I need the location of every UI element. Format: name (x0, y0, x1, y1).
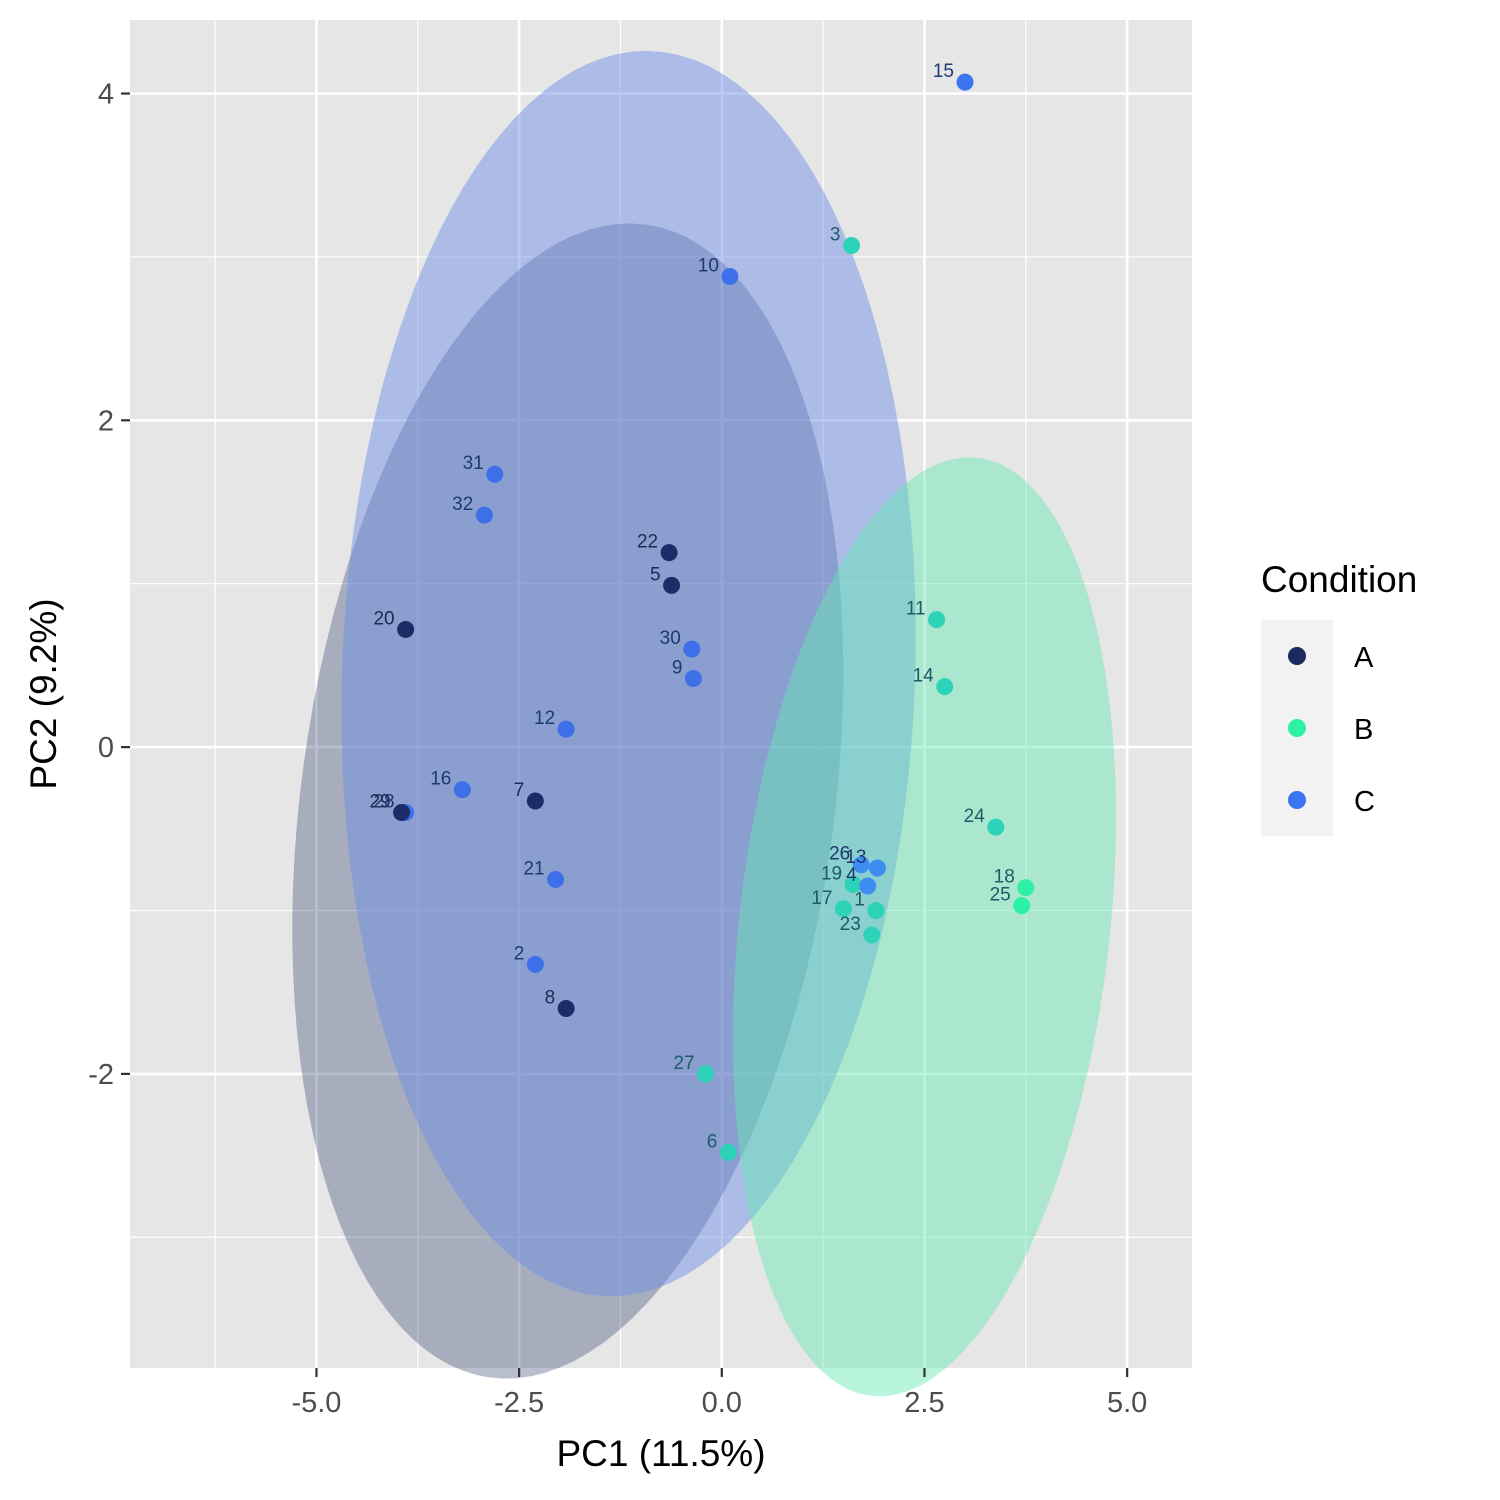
point-label-25: 25 (990, 885, 1011, 906)
point-12 (557, 720, 575, 738)
point-4 (859, 877, 877, 895)
point-label-13: 13 (845, 847, 866, 868)
legend-key-A (1288, 647, 1306, 665)
point-label-21: 21 (523, 858, 544, 879)
point-18 (1017, 879, 1035, 897)
x-tick-label: 0.0 (702, 1387, 742, 1419)
point-label-32: 32 (452, 494, 473, 515)
y-axis-title: PC2 (9.2%) (23, 598, 64, 789)
point-label-1: 1 (854, 889, 865, 910)
point-1 (867, 901, 885, 919)
point-9 (684, 669, 702, 687)
point-19 (844, 875, 862, 893)
point-21 (547, 870, 565, 888)
point-13 (868, 859, 886, 877)
point-label-10: 10 (698, 256, 719, 277)
point-label-2: 2 (514, 943, 525, 964)
point-29 (393, 803, 411, 821)
point-32 (475, 506, 493, 524)
point-label-20: 20 (373, 608, 394, 629)
point-23 (863, 926, 881, 944)
ellipse-B (732, 457, 1116, 1397)
x-tick-label: -5.0 (291, 1387, 341, 1419)
point-label-9: 9 (672, 657, 683, 678)
legend: Condition A B C (1261, 559, 1417, 836)
x-axis: -5.0 -2.5 0.0 2.5 5.0 (291, 1368, 1147, 1419)
y-tick-label: -2 (88, 1059, 114, 1091)
confidence-ellipses (292, 50, 1116, 1397)
legend-label-C: C (1354, 786, 1375, 818)
y-tick-label: 2 (98, 405, 114, 437)
point-label-15: 15 (933, 61, 954, 82)
x-axis-title: PC1 (11.5%) (556, 1433, 765, 1474)
point-25 (1013, 897, 1031, 915)
ellipse-A (292, 223, 844, 1379)
ellipse-C (341, 50, 916, 1297)
legend-entries: A B C (1288, 642, 1375, 818)
y-tick-label: 0 (98, 732, 114, 764)
point-8 (557, 1000, 575, 1018)
x-tick-label: 5.0 (1107, 1387, 1147, 1419)
y-tick-label: 4 (98, 79, 114, 111)
point-15 (956, 73, 974, 91)
legend-key-B (1288, 719, 1306, 737)
point-22 (660, 544, 678, 562)
point-24 (987, 818, 1005, 836)
legend-key-C (1288, 791, 1306, 809)
point-label-18: 18 (994, 867, 1015, 888)
y-axis: 4 2 0 -2 (88, 79, 130, 1091)
point-label-12: 12 (534, 708, 555, 729)
point-label-16: 16 (430, 769, 451, 790)
point-3 (843, 236, 861, 254)
point-label-7: 7 (514, 780, 525, 801)
point-label-4: 4 (846, 865, 857, 886)
point-label-6: 6 (707, 1131, 718, 1152)
point-26 (852, 856, 870, 874)
point-16 (453, 781, 471, 799)
point-17 (834, 900, 852, 918)
point-10 (721, 268, 739, 286)
point-label-8: 8 (545, 988, 556, 1009)
x-tick-label: 2.5 (904, 1387, 944, 1419)
point-label-27: 27 (673, 1053, 694, 1074)
point-labels: 1235678910111213141516171819202122232425… (369, 61, 1014, 1152)
data-points (393, 73, 1035, 1161)
point-label-29: 29 (369, 791, 390, 812)
point-label-17: 17 (811, 888, 832, 909)
x-tick-label: -2.5 (494, 1387, 544, 1419)
legend-label-B: B (1354, 714, 1373, 746)
point-31 (486, 465, 504, 483)
grid-major (130, 20, 1192, 1368)
point-label-23: 23 (840, 914, 861, 935)
point-7 (526, 792, 544, 810)
point-6 (719, 1143, 737, 1161)
point-5 (663, 576, 681, 594)
point-label-14: 14 (913, 666, 935, 687)
point-label-19: 19 (821, 863, 842, 884)
point-label-3: 3 (830, 224, 841, 245)
point-20 (397, 620, 415, 638)
point-27 (697, 1065, 715, 1083)
point-label-5: 5 (650, 564, 661, 585)
point-label-30: 30 (660, 628, 681, 649)
point-label-31: 31 (463, 453, 484, 474)
point-11 (928, 611, 946, 629)
point-2 (526, 955, 544, 973)
point-label-26: 26 (829, 844, 850, 865)
point-label-22: 22 (637, 532, 658, 553)
point-label-28: 28 (373, 791, 394, 812)
legend-title: Condition (1261, 559, 1417, 600)
panel-background (130, 20, 1192, 1368)
point-30 (683, 640, 701, 658)
point-label-24: 24 (964, 806, 986, 827)
point-14 (936, 678, 954, 696)
point-label-11: 11 (906, 599, 926, 620)
legend-label-A: A (1354, 642, 1374, 674)
